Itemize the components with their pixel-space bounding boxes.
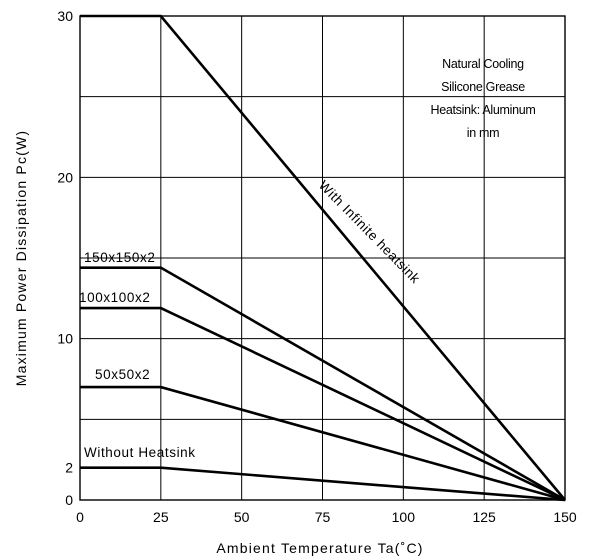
y-tick-label: 30: [57, 8, 73, 24]
series-line-3: [80, 385, 566, 502]
x-tick-label: 0: [76, 509, 84, 525]
series-line-1: [80, 266, 566, 502]
y-tick-label: 20: [57, 169, 73, 185]
series-label-3: 50x50x2: [95, 367, 150, 382]
y-tick-label: 0: [65, 492, 73, 508]
note-line-3: Heatsink: Aluminum: [430, 103, 535, 117]
y-tick-label: 2: [65, 460, 73, 476]
x-tick-label: 25: [153, 509, 169, 525]
series-line-2: [80, 306, 566, 502]
note-line-1: Natural Cooling: [442, 57, 524, 71]
series-label-4: Without Heatsink: [84, 445, 196, 460]
series-lines: [80, 14, 566, 502]
series-line-0: [80, 14, 566, 501]
series-label-2: 100x100x2: [79, 290, 150, 305]
x-axis-title: Ambient Temperature Ta(˚C): [216, 540, 423, 556]
series-line-4: [80, 466, 566, 502]
series-label-0: With Infinite heatsink: [316, 178, 423, 287]
x-tick-label: 150: [553, 509, 577, 525]
notes-block: Natural Cooling Silicone Grease Heatsink…: [430, 57, 535, 140]
y-axis-title: Maximum Power Dissipation Pc(W): [13, 130, 29, 387]
plot-frame: [79, 15, 566, 501]
y-tick-label: 10: [57, 331, 73, 347]
note-line-4: in mm: [467, 126, 500, 140]
tick-labels: 0 25 50 75 100 125 150 0 2 10 20 30: [57, 8, 576, 525]
series-label-1: 150x150x2: [84, 250, 155, 265]
x-tick-label: 50: [234, 509, 250, 525]
x-tick-label: 75: [315, 509, 331, 525]
x-tick-label: 125: [472, 509, 496, 525]
x-tick-label: 100: [392, 509, 416, 525]
grid: [80, 16, 565, 500]
note-line-2: Silicone Grease: [441, 80, 525, 94]
